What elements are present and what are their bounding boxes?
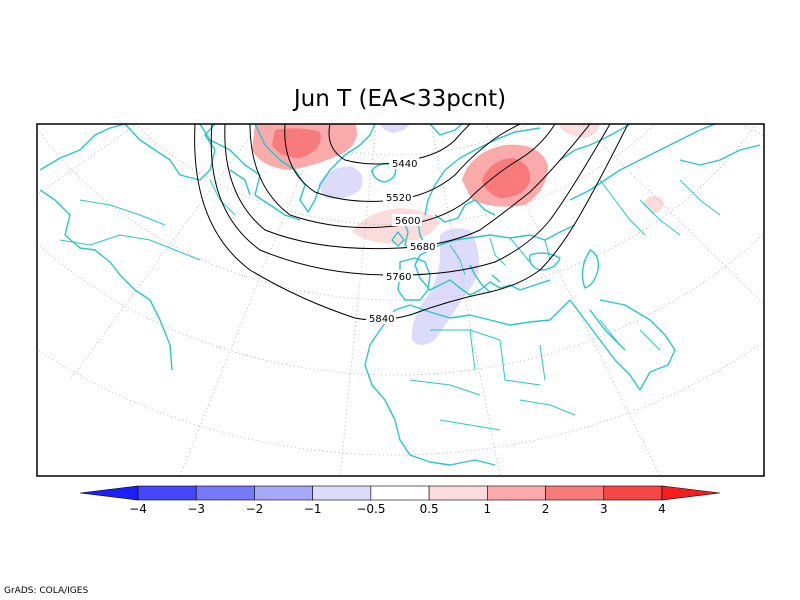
- contour-label: 5760: [386, 272, 411, 283]
- coast-italy: [469, 264, 501, 293]
- contour-5760: [210, 124, 611, 276]
- colorbar-tick-label: 4: [658, 502, 666, 516]
- coast-greenland: [254, 124, 376, 213]
- colorbar-segment: [312, 485, 372, 501]
- contour-label: 5440: [392, 159, 417, 170]
- colorbar-tick-label: 3: [600, 502, 608, 516]
- country-borders: [59, 179, 721, 431]
- contour-label: 5600: [395, 216, 420, 227]
- colorbar-segment: [545, 485, 605, 501]
- colorbar-tick-label: −3: [187, 502, 205, 516]
- coast-iberia: [397, 257, 431, 301]
- colorbar: −4 −3 −2 −1 −0.5 0.5 1 2 3 4: [79, 485, 721, 516]
- colorbar-tick-label: −2: [246, 502, 264, 516]
- colorbar-segment: [137, 485, 197, 501]
- anomaly-pos-siberia: [560, 124, 600, 138]
- coast-hudson: [124, 124, 216, 181]
- contour-label: 5520: [386, 193, 411, 204]
- coast-africa: [364, 299, 571, 466]
- map-plot-area: [37, 124, 764, 476]
- anomaly-pos-urals: [642, 196, 664, 214]
- anomaly-neg-iceland: [380, 124, 410, 133]
- colorbar-tick-label: −4: [129, 502, 147, 516]
- anomaly-pos2-scandinavia: [482, 158, 531, 198]
- coast-scandinavia: [424, 127, 541, 223]
- map-title: Jun T (EA<33pcnt): [293, 86, 507, 112]
- contour-label: 5840: [369, 314, 394, 325]
- colorbar-segment: [79, 485, 139, 501]
- contour-5840: [194, 124, 629, 321]
- colorbar-segment: [661, 485, 721, 501]
- coastlines: [39, 124, 761, 466]
- colorbar-segment: [603, 485, 663, 501]
- coast-caspian: [581, 249, 600, 289]
- colorbar-segment: [487, 485, 546, 501]
- colorbar-segment: [370, 485, 430, 501]
- colorbar-tick-label: 1: [484, 502, 492, 516]
- coast-red-sea: [569, 299, 641, 391]
- credit-text: GrADS: COLA/IGES: [4, 586, 89, 596]
- colorbar-segment: [254, 485, 313, 501]
- coast-russia-north: [559, 124, 761, 201]
- coast-black-sea: [529, 252, 561, 271]
- map-frame: [36, 123, 765, 477]
- colorbar-segment: [195, 485, 255, 501]
- colorbar-tick-label: 2: [542, 502, 550, 516]
- colorbar-tick-label: −0.5: [356, 502, 385, 516]
- coast-north-america: [39, 124, 173, 371]
- anomaly-neg-europe: [411, 228, 479, 345]
- contour-5520: [284, 124, 521, 202]
- colorbar-segment: [428, 485, 488, 501]
- graticule: [37, 124, 764, 476]
- contour-label: 5680: [410, 242, 435, 253]
- colorbar-tick-label: 0.5: [420, 502, 439, 516]
- contour-labels: 5440 5520 5600 5680 5760 5840: [366, 157, 437, 325]
- anomaly-neg-atlantic: [318, 166, 363, 199]
- coast-svalbard: [429, 124, 463, 136]
- colorbar-tick-label: −1: [304, 502, 322, 516]
- anomaly-pos2-greenland: [272, 128, 321, 158]
- anomaly-shading: [252, 124, 664, 345]
- coast-arabia: [599, 299, 676, 391]
- coast-arctic-islands: [199, 124, 301, 221]
